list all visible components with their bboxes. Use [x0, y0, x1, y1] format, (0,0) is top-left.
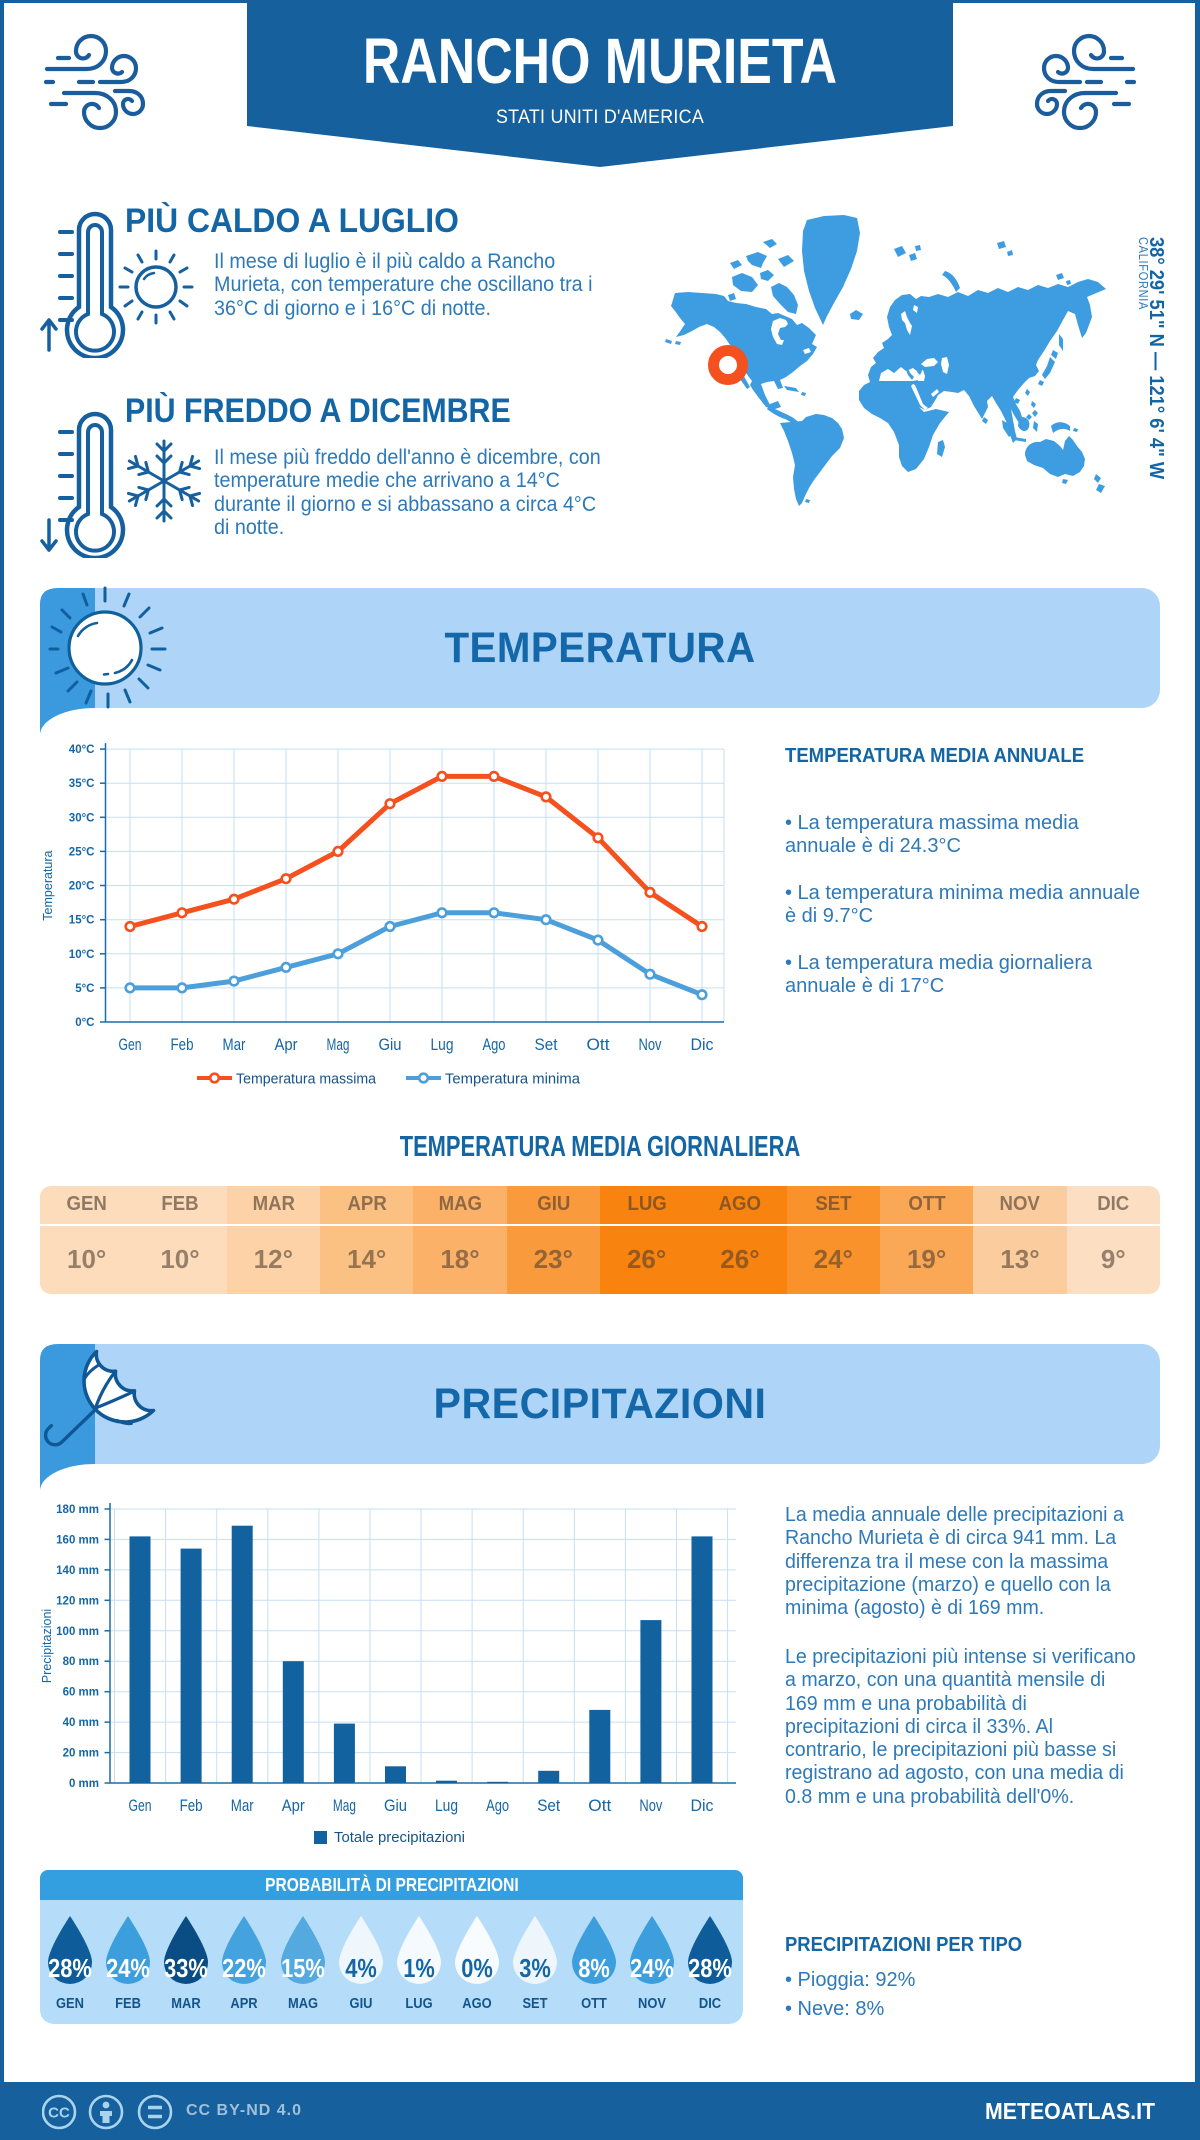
svg-text:Apr: Apr: [282, 1796, 305, 1815]
svg-text:Mag: Mag: [327, 1035, 350, 1054]
svg-text:20°C: 20°C: [69, 881, 95, 893]
svg-text:100 mm: 100 mm: [56, 1626, 99, 1638]
svg-text:180 mm: 180 mm: [56, 1504, 99, 1516]
svg-text:Ago: Ago: [486, 1796, 509, 1815]
svg-text:0°C: 0°C: [75, 1017, 94, 1029]
svg-text:5°C: 5°C: [75, 983, 94, 995]
svg-text:Feb: Feb: [171, 1035, 194, 1054]
svg-text:80 mm: 80 mm: [63, 1656, 99, 1668]
svg-text:Apr: Apr: [275, 1035, 298, 1054]
svg-text:60 mm: 60 mm: [63, 1687, 99, 1699]
svg-text:Totale precipitazioni: Totale precipitazioni: [334, 1829, 465, 1846]
svg-text:Lug: Lug: [431, 1035, 454, 1054]
svg-text:Ago: Ago: [483, 1035, 506, 1054]
svg-text:Giu: Giu: [379, 1035, 402, 1054]
svg-text:30°C: 30°C: [69, 812, 95, 824]
svg-text:15°C: 15°C: [69, 915, 95, 927]
svg-text:Ott: Ott: [587, 1035, 610, 1054]
svg-text:0 mm: 0 mm: [69, 1778, 99, 1790]
svg-text:Ott: Ott: [588, 1796, 611, 1815]
svg-text:CC: CC: [48, 2105, 70, 2122]
svg-text:Set: Set: [535, 1035, 558, 1054]
svg-text:Mag: Mag: [333, 1796, 356, 1815]
svg-text:Dic: Dic: [691, 1796, 714, 1815]
svg-text:Mar: Mar: [231, 1796, 254, 1815]
svg-text:40 mm: 40 mm: [63, 1717, 99, 1729]
svg-text:Feb: Feb: [180, 1796, 203, 1815]
svg-text:Temperatura: Temperatura: [41, 850, 55, 920]
svg-text:Mar: Mar: [223, 1035, 246, 1054]
svg-text:25°C: 25°C: [69, 846, 95, 858]
svg-text:40°C: 40°C: [69, 744, 95, 756]
svg-text:Nov: Nov: [639, 1796, 662, 1815]
svg-text:Nov: Nov: [639, 1035, 662, 1054]
svg-text:20 mm: 20 mm: [63, 1748, 99, 1760]
svg-text:Giu: Giu: [384, 1796, 407, 1815]
svg-text:Dic: Dic: [691, 1035, 714, 1054]
svg-text:Temperatura minima: Temperatura minima: [445, 1071, 581, 1088]
svg-text:Temperatura massima: Temperatura massima: [236, 1071, 377, 1088]
svg-text:Lug: Lug: [435, 1796, 458, 1815]
svg-text:Precipitazioni: Precipitazioni: [40, 1609, 54, 1683]
svg-text:Set: Set: [537, 1796, 560, 1815]
svg-text:140 mm: 140 mm: [56, 1565, 99, 1577]
svg-text:160 mm: 160 mm: [56, 1534, 99, 1546]
svg-text:Gen: Gen: [119, 1035, 142, 1054]
svg-text:10°C: 10°C: [69, 949, 95, 961]
svg-text:35°C: 35°C: [69, 778, 95, 790]
svg-text:120 mm: 120 mm: [56, 1595, 99, 1607]
svg-text:Gen: Gen: [129, 1796, 152, 1815]
